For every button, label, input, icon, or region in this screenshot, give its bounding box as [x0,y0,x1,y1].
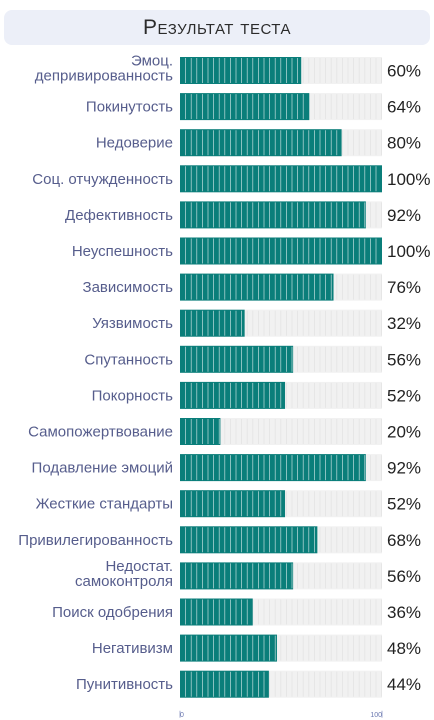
bar-row: Пунитивность 44% [76,670,421,698]
bar [180,309,245,337]
category-label: Соц. отчужденность [32,171,173,188]
value-label: 20% [387,423,421,442]
bar-row: Соц. отчужденность 100% [32,165,430,193]
category-label: Подавление эмоций [32,460,173,477]
category-label: Поиск одобрения [52,604,173,621]
value-label: 48% [387,639,421,658]
category-label: Дефективность [65,207,173,224]
bar-row: Привилегированность 68% [18,526,421,554]
bar-row: Эмоц.депривированность 60% [35,53,421,85]
bar [180,598,253,626]
bar [180,526,318,554]
category-label: Самопожертвование [28,424,173,441]
bar-row: Дефективность 92% [65,201,421,229]
category-label: Покинутость [86,99,173,116]
category-label: Покорность [92,387,174,404]
bar-row: Самопожертвование 20% [28,418,421,445]
category-label: Недостат. [105,558,173,575]
category-label: Зависимость [83,279,174,296]
value-label: 56% [387,350,421,369]
bar-row: Покорность 52% [92,381,421,409]
bar [180,381,286,409]
bar [180,129,342,157]
category-label: Спутанность [84,351,173,368]
page-title: Результат теста [4,10,430,45]
category-label: депривированность [35,68,173,85]
category-label: Негативизм [92,640,173,657]
bar [180,418,221,445]
bar [180,57,302,84]
value-label: 60% [387,62,421,81]
value-label: 68% [387,531,421,550]
bar [180,201,366,229]
category-label: Уязвимость [92,315,173,332]
x-tick-label: 0 [180,712,184,719]
bar [180,273,334,301]
category-label: самоконтроля [75,573,173,590]
bar-row: Спутанность 56% [84,345,421,373]
bar [180,670,269,698]
value-label: 100% [387,170,430,189]
bar-row: Поиск одобрения 36% [52,598,421,626]
bar [180,454,366,482]
category-label: Эмоц. [131,53,173,70]
value-label: 76% [387,278,421,297]
value-label: 92% [387,206,421,225]
bar-row: Недоверие 80% [96,129,421,157]
value-label: 36% [387,603,421,622]
value-label: 64% [387,98,421,117]
category-label: Неуспешность [72,243,173,260]
value-label: 80% [387,134,421,153]
bar-row: Покинутость 64% [86,93,421,121]
bar-row: Подавление эмоций 92% [32,454,421,482]
value-label: 92% [387,459,421,478]
category-label: Пунитивность [76,676,173,693]
value-label: 100% [387,242,430,261]
bar-row: Неуспешность 100% [72,237,430,265]
bar [180,345,294,373]
bar-row: Уязвимость 32% [92,309,421,337]
category-label: Жесткие стандарты [36,496,173,513]
bar [180,634,277,662]
category-label: Недоверие [96,135,173,152]
bar-row: Недостат.самоконтроля 56% [75,558,421,590]
value-label: 52% [387,495,421,514]
value-label: 52% [387,386,421,405]
bar-row: Зависимость 76% [83,273,421,301]
bar [180,562,294,590]
value-label: 44% [387,675,421,694]
category-label: Привилегированность [18,532,173,549]
bar-row: Негативизм 48% [92,634,421,662]
bar-row: Жесткие стандарты 52% [36,490,421,518]
value-label: 56% [387,567,421,586]
bar [180,93,310,121]
bar [180,490,286,518]
x-tick-label: 100 [370,712,382,719]
value-label: 32% [387,314,421,333]
page-title-text: Результат теста [143,15,291,39]
